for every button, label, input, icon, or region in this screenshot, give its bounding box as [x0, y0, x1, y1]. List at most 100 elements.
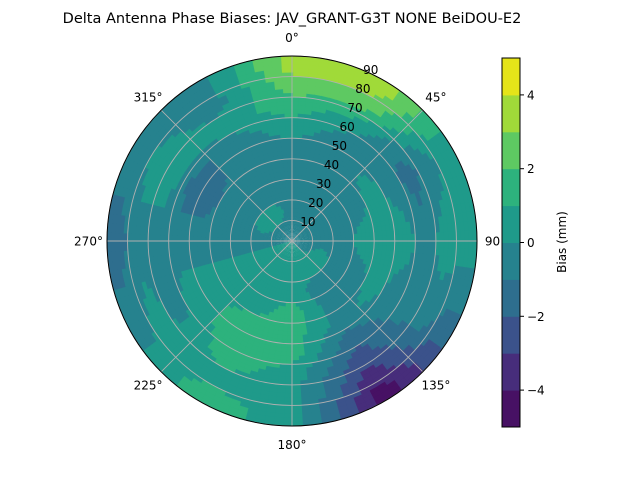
contour-cell — [298, 216, 302, 222]
contour-cell — [287, 318, 293, 324]
contour-cell — [291, 178, 296, 184]
contour-cell — [279, 267, 284, 273]
contour-cell — [279, 263, 284, 269]
contour-cell — [295, 237, 301, 240]
contour-cell — [397, 222, 404, 231]
contour-cell — [298, 226, 302, 231]
contour-cell — [434, 224, 441, 235]
contour-cell — [341, 237, 347, 242]
contour-cell — [415, 240, 421, 249]
contour-cell — [308, 242, 314, 245]
contour-cell — [300, 330, 308, 336]
contour-cell — [308, 225, 314, 230]
contour-cell — [286, 331, 293, 337]
contour-cell — [307, 264, 312, 270]
contour-cell — [313, 226, 319, 230]
contour-cell — [299, 408, 312, 415]
contour-cell — [365, 240, 371, 246]
contour-cell — [295, 310, 301, 316]
contour-cell — [282, 264, 286, 270]
contour-cell — [311, 231, 317, 235]
contour-cell — [291, 117, 300, 122]
contour-cell — [312, 243, 318, 246]
contour-cell — [275, 256, 281, 262]
contour-cell — [293, 228, 296, 234]
contour-cell — [308, 219, 313, 224]
contour-cell — [353, 240, 359, 245]
contour-cell — [398, 240, 404, 248]
contour-cell — [290, 88, 302, 94]
contour-cell — [462, 192, 470, 206]
contour-cell — [299, 243, 305, 246]
contour-cell — [296, 229, 300, 235]
contour-cell — [300, 209, 305, 215]
contour-cell — [307, 218, 312, 223]
contour-cell — [439, 239, 445, 251]
contour-cell — [311, 254, 317, 259]
contour-cell — [297, 363, 307, 369]
contour-cell — [291, 108, 300, 114]
contour-cell — [361, 232, 367, 238]
contour-cell — [269, 256, 274, 261]
contour-cell — [272, 259, 277, 264]
contour-cell — [295, 322, 302, 328]
contour-cell — [311, 233, 317, 236]
contour-cell — [434, 247, 441, 258]
contour-cell — [307, 212, 312, 218]
contour-cell — [309, 227, 314, 231]
contour-cell — [320, 245, 326, 249]
contour-cell — [326, 407, 340, 415]
contour-cell — [309, 250, 315, 254]
contour-cell — [290, 401, 302, 407]
contour-cell — [308, 243, 313, 246]
contour-cell — [402, 228, 408, 236]
contour-cell — [285, 248, 289, 253]
contour-cell — [298, 246, 303, 250]
contour-cell — [291, 302, 296, 308]
contour-cell — [422, 225, 429, 236]
contour-cell — [309, 251, 314, 255]
contour-cell — [291, 137, 299, 143]
contour-cell — [287, 261, 290, 267]
contour-cell — [411, 233, 416, 242]
contour-cell — [303, 270, 308, 277]
contour-cell — [296, 247, 300, 253]
contour-cell — [300, 204, 304, 210]
contour-cell — [294, 244, 298, 249]
contour-cell — [316, 222, 322, 227]
contour-cell — [290, 384, 301, 390]
contour-cell — [299, 227, 304, 232]
contour-cell — [273, 404, 285, 410]
contour-cell — [293, 224, 296, 229]
contour-cell — [340, 282, 348, 289]
contour-cell — [443, 223, 449, 235]
contour-cell — [293, 244, 296, 250]
contour-cell — [272, 253, 277, 259]
contour-cell — [301, 229, 306, 234]
contour-cell — [311, 245, 317, 248]
contour-cell — [401, 222, 408, 231]
contour-cell — [460, 230, 466, 243]
contour-cell — [299, 243, 305, 246]
contour-cell — [447, 231, 453, 243]
contour-cell — [302, 246, 308, 250]
contour-cell — [291, 310, 297, 316]
contour-cell — [301, 334, 309, 340]
contour-cell — [299, 244, 304, 248]
contour-cell — [293, 232, 297, 238]
contour-cell — [301, 262, 306, 268]
contour-cell — [274, 392, 286, 398]
contour-cell — [296, 251, 300, 257]
contour-cell — [338, 284, 345, 292]
contour-cell — [332, 235, 338, 240]
contour-cell — [302, 209, 306, 215]
contour-cell — [303, 233, 308, 237]
contour-cell — [315, 245, 321, 249]
contour-cell — [295, 243, 300, 246]
contour-cell — [281, 250, 285, 255]
contour-cell — [295, 242, 301, 245]
contour-cell — [297, 216, 300, 222]
contour-cell — [285, 339, 293, 345]
contour-cell — [406, 240, 412, 249]
contour-cell — [413, 220, 420, 229]
